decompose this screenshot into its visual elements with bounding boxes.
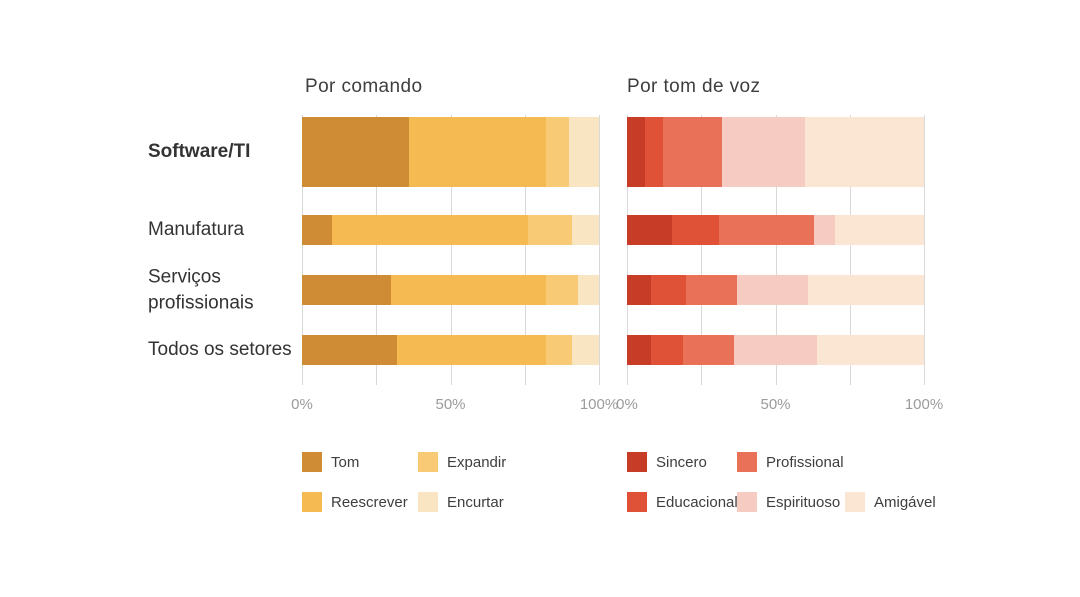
bar-segment-sincero — [627, 215, 672, 245]
row-label-servicos-profissionais: Serviços profissionais — [148, 266, 254, 313]
gridline-75pct — [524, 115, 526, 385]
bar-segment-profissional — [686, 275, 737, 305]
bar-segment-reescrever — [391, 275, 546, 305]
gridline-50pct — [775, 115, 777, 385]
legend-swatch-espirituoso — [737, 492, 757, 512]
axis-tick-label-0: 0% — [616, 396, 638, 413]
legend-swatch-reescrever — [302, 492, 322, 512]
bar-segment-expandir — [545, 275, 579, 305]
legend-label-espirituoso: Espirituoso — [766, 493, 841, 511]
legend-label-encurtar: Encurtar — [447, 493, 504, 511]
axis-tick-label-100: 100% — [579, 396, 619, 413]
bar-segment-encurtar — [578, 275, 599, 305]
bar-servicos-profissionais — [627, 275, 924, 305]
legend-swatch-expandir — [418, 452, 438, 472]
bar-segment-amigavel — [834, 215, 924, 245]
bar-segment-profissional — [719, 215, 815, 245]
bar-manufatura — [627, 215, 924, 245]
row-label-software-ti: Software/TI — [148, 141, 251, 163]
row-label-todos-os-setores: Todos os setores — [148, 339, 292, 361]
bar-segment-reescrever — [331, 215, 528, 245]
bar-segment-educacional — [650, 335, 684, 365]
axis-tick-label-50: 50% — [435, 396, 466, 413]
bar-software-ti — [627, 117, 924, 187]
bar-segment-sincero — [627, 275, 651, 305]
bar-segment-profissional — [683, 335, 734, 365]
bar-segment-expandir — [527, 215, 573, 245]
legend-item-sincero: Sincero — [627, 452, 707, 472]
bar-segment-amigavel — [805, 117, 924, 187]
bar-todos-os-setores — [627, 335, 924, 365]
legend-label-educacional: Educacional — [656, 493, 738, 511]
legend-item-profissional: Profissional — [737, 452, 844, 472]
bar-manufatura — [302, 215, 599, 245]
bar-segment-sincero — [627, 117, 645, 187]
legend-swatch-sincero — [627, 452, 647, 472]
legend-swatch-educacional — [627, 492, 647, 512]
bar-segment-tom — [302, 335, 398, 365]
gridline-100pct — [599, 115, 600, 385]
gridline-50pct — [450, 115, 452, 385]
legend-swatch-tom — [302, 452, 322, 472]
bar-todos-os-setores — [302, 335, 599, 365]
bar-segment-espirituoso — [722, 117, 806, 187]
legend-item-expandir: Expandir — [418, 452, 506, 472]
bar-segment-educacional — [671, 215, 720, 245]
legend-label-profissional: Profissional — [766, 453, 844, 471]
bar-software-ti — [302, 117, 599, 187]
left-chart-title: Por comando — [305, 76, 423, 97]
bar-segment-amigavel — [808, 275, 924, 305]
bar-segment-espirituoso — [736, 275, 809, 305]
legend-label-tom: Tom — [331, 453, 360, 471]
bar-segment-sincero — [627, 335, 651, 365]
bar-segment-tom — [302, 215, 332, 245]
legend-label-reescrever: Reescrever — [331, 493, 408, 511]
legend-item-tom: Tom — [302, 452, 359, 472]
bar-segment-espirituoso — [733, 335, 818, 365]
bar-segment-profissional — [662, 117, 723, 187]
gridline-75pct — [849, 115, 851, 385]
axis-tick-label-50: 50% — [760, 396, 791, 413]
gridline-0pct — [302, 115, 303, 385]
legend-item-encurtar: Encurtar — [418, 492, 504, 512]
legend-swatch-encurtar — [418, 492, 438, 512]
legend-item-reescrever: Reescrever — [302, 492, 408, 512]
legend-item-amigavel: Amigável — [845, 492, 936, 512]
bar-segment-espirituoso — [814, 215, 835, 245]
bar-segment-tom — [302, 117, 409, 187]
bar-segment-expandir — [545, 335, 573, 365]
bar-segment-educacional — [650, 275, 687, 305]
axis-tick-label-0: 0% — [291, 396, 313, 413]
bar-segment-encurtar — [572, 215, 599, 245]
bar-segment-reescrever — [397, 335, 546, 365]
bar-segment-tom — [302, 275, 392, 305]
bar-segment-encurtar — [569, 117, 599, 187]
legend-label-expandir: Expandir — [447, 453, 507, 471]
bar-segment-encurtar — [572, 335, 599, 365]
legend-item-espirituoso: Espirituoso — [737, 492, 840, 512]
right-chart-title: Por tom de voz — [627, 76, 761, 97]
row-label-manufatura: Manufatura — [148, 219, 245, 241]
legend-label-amigavel: Amigável — [874, 493, 936, 511]
gridline-100pct — [924, 115, 925, 385]
axis-tick-label-100: 100% — [904, 396, 944, 413]
bar-segment-amigavel — [817, 335, 924, 365]
legend-label-sincero: Sincero — [656, 453, 707, 471]
bar-segment-expandir — [545, 117, 570, 187]
gridline-25pct — [376, 115, 378, 385]
legend-swatch-profissional — [737, 452, 757, 472]
bar-servicos-profissionais — [302, 275, 599, 305]
bar-segment-reescrever — [408, 117, 546, 187]
gridline-0pct — [627, 115, 628, 385]
legend-swatch-amigavel — [845, 492, 865, 512]
gridline-25pct — [701, 115, 703, 385]
bar-segment-educacional — [644, 117, 663, 187]
legend-item-educacional: Educacional — [627, 492, 738, 512]
